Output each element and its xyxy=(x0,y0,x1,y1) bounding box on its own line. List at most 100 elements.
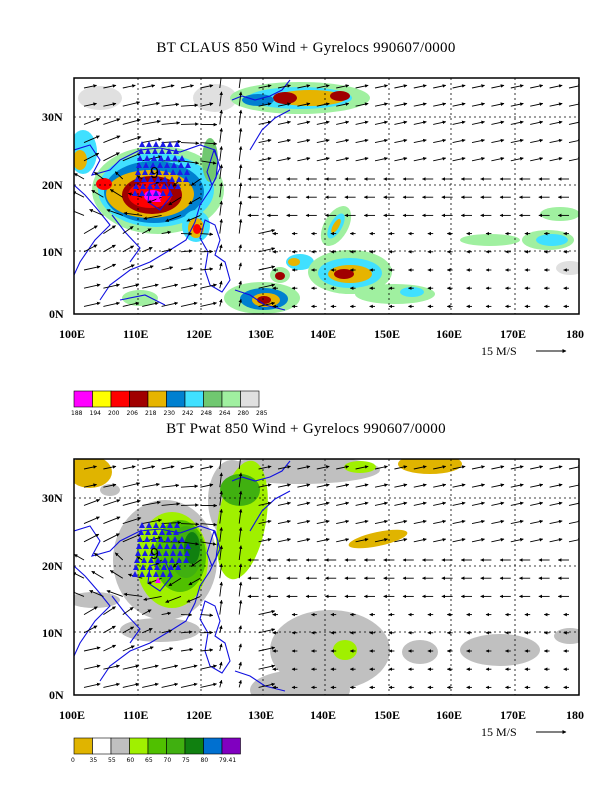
wind-vector xyxy=(142,265,154,271)
colorbar-label: 280 xyxy=(238,410,250,417)
wind-vector xyxy=(161,248,173,253)
colorbar-label: 242 xyxy=(182,410,194,417)
wind-vector xyxy=(238,679,242,688)
colorbar-swatch xyxy=(73,737,93,755)
gyre-marker xyxy=(183,176,189,182)
wind-vector xyxy=(103,263,117,271)
gyre-marker xyxy=(152,529,158,535)
wind-vector xyxy=(83,533,100,543)
wind-vector xyxy=(336,465,350,470)
gyre-marker xyxy=(157,543,163,549)
gyre-marker xyxy=(152,148,158,154)
wind-vector xyxy=(413,501,427,506)
wind-vector xyxy=(219,643,223,652)
wind-vector xyxy=(336,84,350,89)
wind-vector xyxy=(122,626,135,634)
colorbar-swatch xyxy=(147,737,167,755)
wind-vector xyxy=(238,643,242,652)
wind-vector xyxy=(190,559,201,567)
wind-vector xyxy=(91,189,104,198)
svg-text:180: 180 xyxy=(566,708,584,722)
colorbar-swatch xyxy=(166,737,186,755)
wind-vector xyxy=(219,679,223,688)
wind-vector xyxy=(394,138,408,144)
colorbar-swatch xyxy=(203,737,223,755)
panel2-wind-vectors xyxy=(74,459,579,690)
wind-vector xyxy=(200,541,217,546)
wind-vector xyxy=(452,84,466,89)
wind-vector xyxy=(568,102,579,107)
wind-vector xyxy=(316,157,330,162)
wind-vector xyxy=(433,102,447,107)
gyre-marker xyxy=(178,162,184,168)
colorbar-swatch xyxy=(73,390,93,408)
wind-vector xyxy=(277,519,291,525)
wind-vector xyxy=(122,283,140,289)
wind-vector xyxy=(258,102,272,107)
wind-vector xyxy=(103,225,116,234)
wind-vector xyxy=(142,664,159,670)
wind-vector xyxy=(471,102,485,107)
gyre-marker xyxy=(133,564,139,570)
wind-vector xyxy=(258,247,276,253)
wind-vector xyxy=(336,519,350,525)
wind-vector xyxy=(161,139,182,144)
gyre-marker xyxy=(153,190,159,196)
wind-vector xyxy=(238,164,243,180)
colorbar-swatch xyxy=(129,737,149,755)
wind-vector xyxy=(161,230,172,235)
wind-vector xyxy=(83,283,101,289)
wind-vector xyxy=(161,502,181,506)
panel1-field: 9 xyxy=(74,78,579,314)
gyre-marker xyxy=(146,522,152,528)
wind-vector xyxy=(374,138,388,144)
wind-vector xyxy=(200,613,214,617)
wind-vector xyxy=(394,120,408,125)
wind-vector xyxy=(452,519,466,525)
wind-vector xyxy=(374,519,388,525)
gyre-marker xyxy=(142,169,148,175)
wind-vector xyxy=(161,301,179,307)
wind-vector xyxy=(277,102,291,107)
panel2-reference-vector: 15 M/S xyxy=(481,725,567,739)
wind-vector xyxy=(549,538,563,543)
panel1-lon-labels: 100E 110E 120E 130E 140E 150E 160E 170E … xyxy=(59,327,584,341)
wind-vector xyxy=(510,120,524,125)
wind-vector xyxy=(297,519,311,525)
wind-vector xyxy=(122,482,141,488)
gyre-marker xyxy=(167,190,173,196)
svg-text:150E: 150E xyxy=(374,708,400,722)
wind-vector xyxy=(510,465,524,470)
wind-vector xyxy=(452,538,466,543)
wind-vector xyxy=(394,483,408,488)
wind-vector xyxy=(83,301,101,307)
panel1-gridlines xyxy=(74,78,579,314)
wind-vector xyxy=(471,84,485,89)
wind-vector xyxy=(258,465,272,470)
wind-vector xyxy=(219,146,223,161)
gyre-marker xyxy=(139,571,145,577)
wind-vector xyxy=(161,682,179,688)
wind-vector xyxy=(491,483,505,488)
svg-text:15 M/S: 15 M/S xyxy=(481,344,517,358)
wind-vector xyxy=(452,465,466,470)
wind-vector xyxy=(238,298,242,307)
svg-text:120E: 120E xyxy=(186,327,212,341)
panel1-lat-labels: 30N 20N 10N 0N xyxy=(42,110,64,321)
wind-vector xyxy=(316,120,330,125)
wind-vector xyxy=(238,280,242,289)
gyre-marker xyxy=(158,536,164,542)
wind-vector xyxy=(530,84,544,89)
panel1-colorbar: 188 194 200 206 218 230 242 248 264 280 285 xyxy=(71,390,268,417)
wind-vector xyxy=(122,606,134,615)
gyre-marker xyxy=(165,155,171,161)
gyre-marker xyxy=(138,529,144,535)
wind-vector xyxy=(219,262,223,271)
panel2-gridlines xyxy=(74,459,579,695)
gyre-marker xyxy=(135,169,141,175)
wind-vector xyxy=(103,682,120,688)
wind-vector xyxy=(374,465,388,470)
colorbar-label: 70 xyxy=(164,757,172,764)
wind-vector xyxy=(122,152,142,162)
